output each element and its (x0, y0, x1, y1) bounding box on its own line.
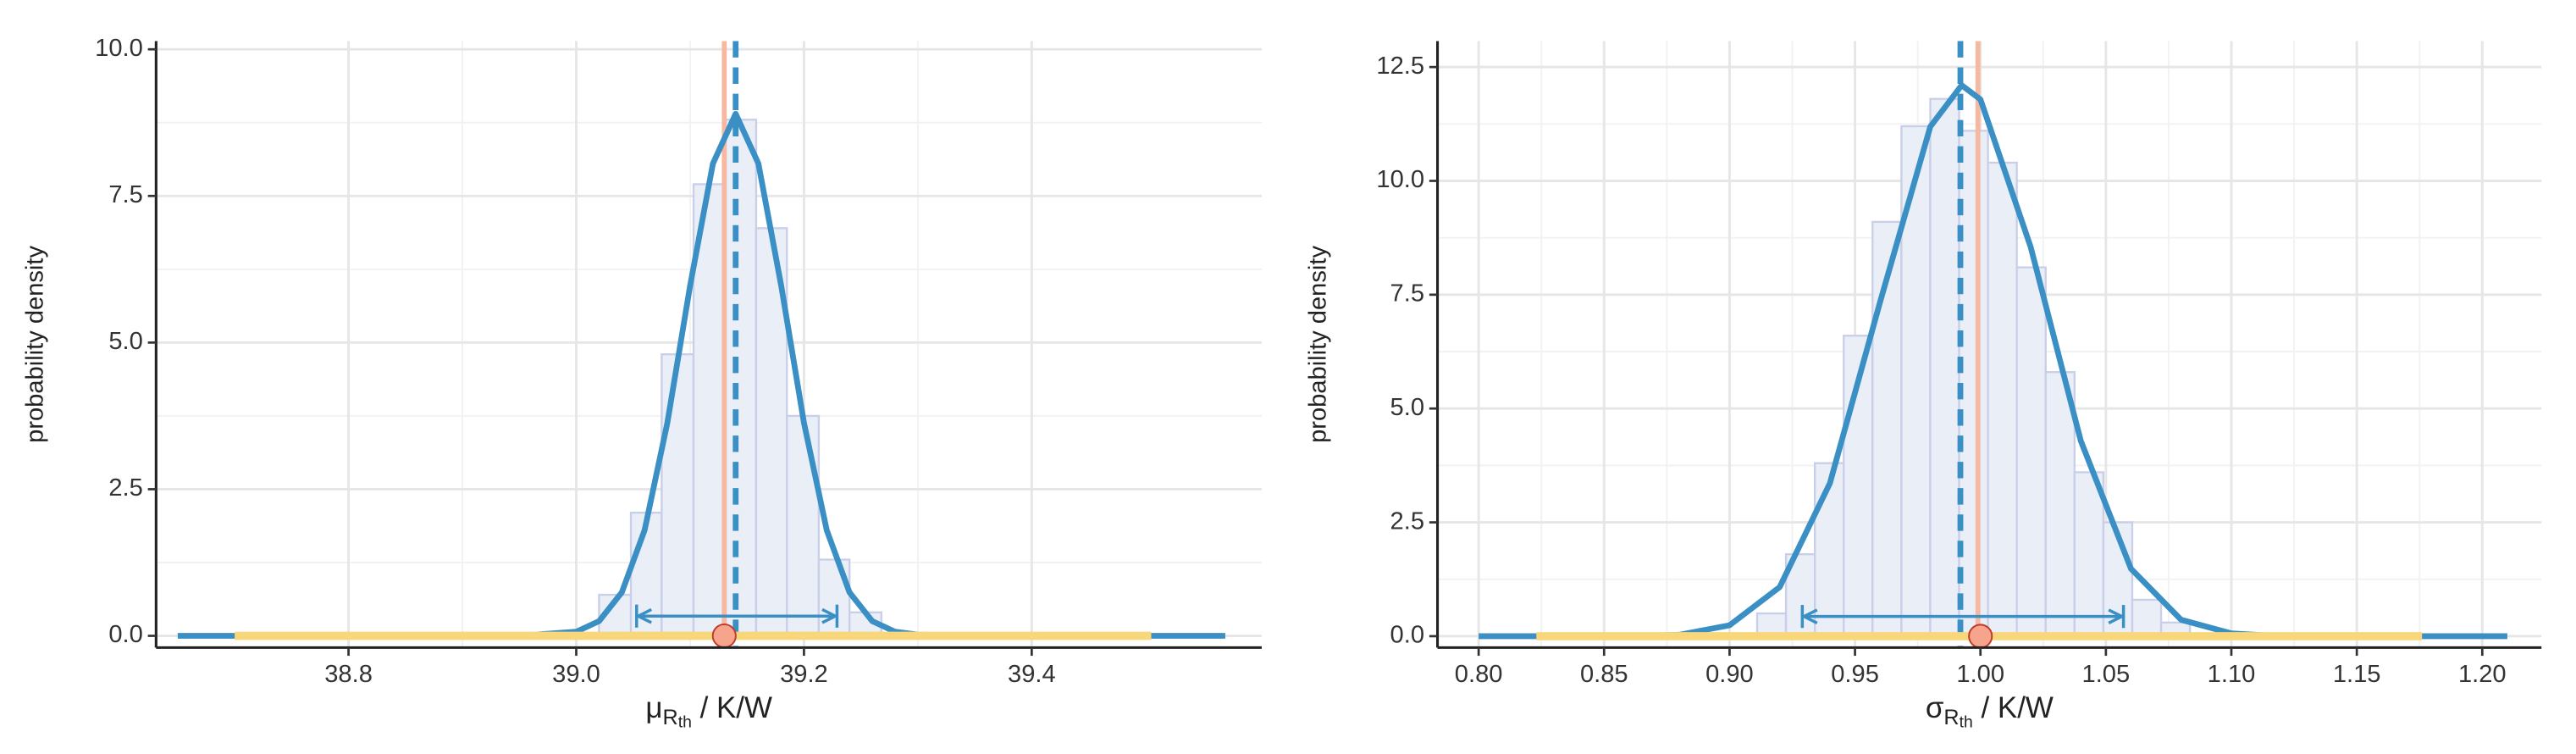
y-tick-label: 12.5 (1376, 53, 1424, 80)
panel: 0.0 2.5 5.0 7.5 10.0 12.5 0.80 0.85 0.90 0.95 1.00… (1305, 41, 2542, 732)
y-tick-label: 2.5 (108, 474, 142, 502)
x-tick-label: 1.15 (2333, 661, 2381, 688)
bar (2044, 371, 2076, 638)
panel: 0.0 2.5 5.0 7.5 10.0 38.8 39.0 39.2 39.4 μRth / K… (21, 35, 1262, 732)
bar (1871, 220, 1903, 638)
y-tick-label: 7.5 (1390, 280, 1424, 308)
bar (723, 119, 758, 637)
bar (2131, 598, 2163, 638)
arrow-head (821, 607, 839, 624)
bar (1958, 130, 1989, 638)
true-point (711, 623, 737, 649)
interval (1800, 605, 2125, 629)
x-tick-label: 38.8 (324, 661, 373, 688)
true-point (1968, 624, 1993, 649)
x-label-symbol: σ (1926, 691, 1944, 724)
x-axis-label: μRth / K/W (645, 691, 772, 731)
x-label-subsub: th (678, 713, 692, 732)
y-tick-label: 5.0 (108, 328, 142, 355)
x-label-unit: / K/W (1973, 691, 2054, 724)
y-tick-label: 7.5 (108, 181, 142, 208)
y-tick-label: 0.0 (1390, 622, 1424, 649)
y-tick-label: 2.5 (1390, 507, 1424, 535)
x-tick-label: 0.80 (1455, 661, 1503, 688)
bar (1929, 97, 1960, 638)
bar (2073, 471, 2105, 638)
x-tick-label: 1.10 (2208, 661, 2256, 688)
y-axis-label: probability density (21, 246, 48, 443)
x-tick-label: 0.90 (1705, 661, 1754, 688)
y-tick-label: 5.0 (1390, 394, 1424, 421)
bar (1987, 161, 2018, 638)
y-axis-label: probability density (1305, 246, 1332, 443)
x-tick-label: 0.85 (1580, 661, 1628, 688)
x-label-sub: R (662, 705, 677, 729)
x-label-subsub: th (1960, 713, 1973, 732)
bar (2015, 266, 2047, 638)
x-tick-label: 39.4 (1008, 661, 1056, 688)
bar (786, 414, 821, 637)
arrow-head (634, 607, 653, 624)
interval (634, 604, 839, 628)
x-tick-label: 1.05 (2082, 661, 2131, 688)
x-label-symbol: μ (645, 691, 662, 724)
x-tick-label: 1.00 (1956, 661, 2004, 688)
density-line (1479, 82, 2507, 640)
y-tick-label: 0.0 (108, 621, 142, 648)
x-tick-label: 39.2 (780, 661, 828, 688)
y-tick-label: 10.0 (95, 35, 143, 62)
x-tick-label: 39.0 (552, 661, 600, 688)
x-axis-label: σRth / K/W (1926, 691, 2054, 731)
y-tick-label: 10.0 (1376, 166, 1424, 193)
x-label-sub: R (1943, 705, 1959, 729)
x-tick-label: 1.20 (2458, 661, 2507, 688)
arrow-head (1800, 608, 1818, 624)
x-label-unit: / K/W (692, 691, 772, 724)
x-tick-label: 0.95 (1831, 661, 1879, 688)
arrow-head (2108, 608, 2125, 624)
bar (661, 353, 695, 637)
bar (817, 558, 851, 637)
density-line (177, 110, 1225, 639)
